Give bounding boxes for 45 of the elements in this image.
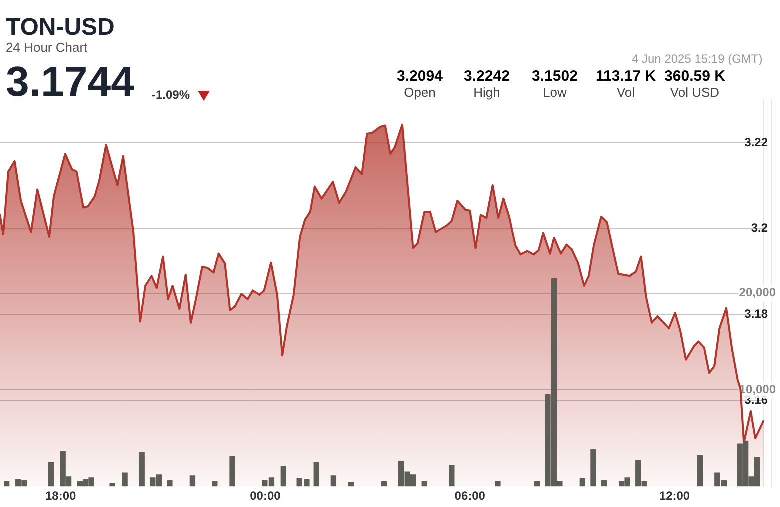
bar bbox=[330, 476, 337, 487]
text: 3.1502 bbox=[532, 68, 578, 85]
text: Vol bbox=[616, 85, 636, 100]
text: Open bbox=[403, 85, 437, 100]
chart-subtitle: 24 Hour Chart bbox=[6, 40, 88, 55]
bar bbox=[280, 466, 286, 487]
x-tick-label: 06:00 bbox=[454, 489, 486, 504]
bar bbox=[422, 481, 428, 487]
bar bbox=[190, 476, 196, 487]
bar bbox=[230, 456, 236, 487]
text: High bbox=[472, 85, 502, 100]
x-tick-label: 12:00 bbox=[659, 489, 690, 504]
bar bbox=[167, 480, 173, 487]
bar bbox=[534, 481, 540, 487]
bar bbox=[495, 481, 501, 487]
text: Low bbox=[542, 85, 568, 100]
bar bbox=[314, 462, 320, 487]
text: 3.2094 bbox=[396, 68, 444, 85]
text: 4 Jun 2025 15:19 (GMT) bbox=[632, 52, 763, 66]
text: 360.59 K bbox=[664, 68, 726, 85]
bar bbox=[139, 452, 145, 487]
x-tick-label: 18:00 bbox=[45, 489, 76, 504]
y2-tick-label: 20,000 bbox=[739, 286, 776, 300]
bar bbox=[698, 455, 704, 487]
x-tick-label: 00:00 bbox=[250, 489, 282, 504]
text: Vol USD bbox=[669, 85, 721, 100]
y-tick-label: 3.22 bbox=[744, 135, 768, 150]
bar bbox=[590, 450, 596, 487]
annotation: 3.1744 bbox=[6, 58, 134, 106]
annotation: -1.09% bbox=[152, 88, 192, 102]
bar bbox=[381, 481, 388, 487]
bar bbox=[122, 472, 128, 487]
bar bbox=[48, 462, 54, 487]
bar bbox=[449, 465, 455, 487]
bar bbox=[348, 482, 354, 487]
bar bbox=[110, 483, 116, 487]
y-tick-label: 3.2 bbox=[751, 221, 768, 236]
bar bbox=[4, 481, 10, 487]
text: 3.2242 bbox=[463, 68, 511, 85]
chart-title: TON-USD bbox=[6, 14, 115, 42]
bar bbox=[212, 481, 218, 487]
bar bbox=[601, 480, 608, 487]
bar bbox=[580, 478, 586, 487]
text: 113.17 K bbox=[596, 68, 656, 85]
y-tick-label: 3.18 bbox=[744, 307, 768, 322]
